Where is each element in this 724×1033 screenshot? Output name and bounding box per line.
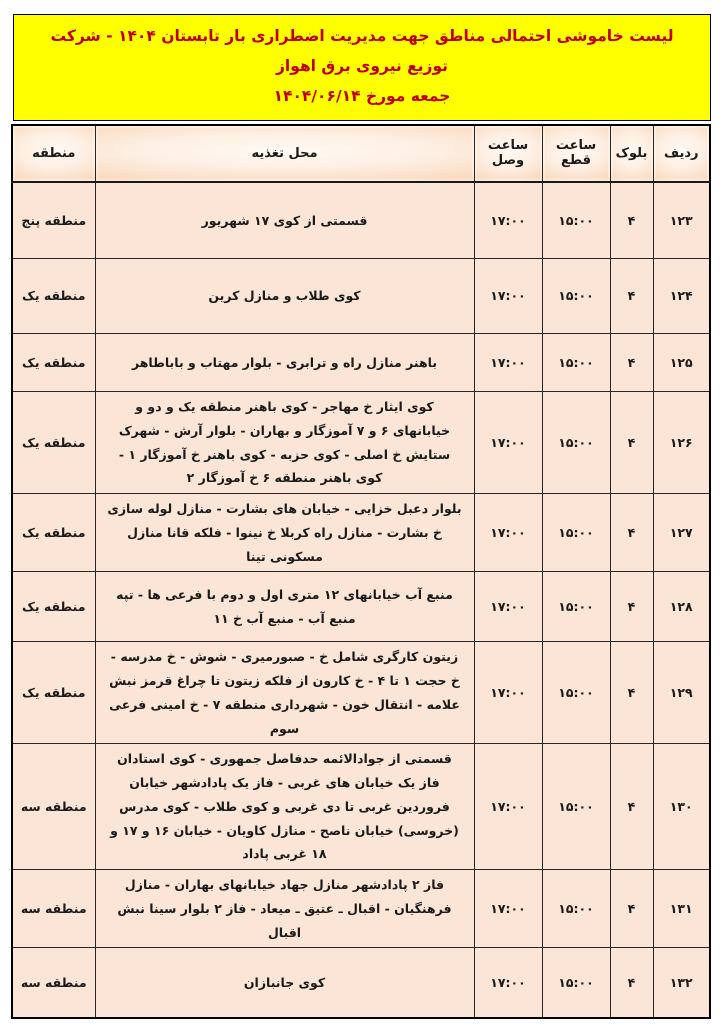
header-region: منطقه bbox=[11, 124, 96, 183]
cell-reconnect-time: ۱۷:۰۰ bbox=[473, 333, 543, 393]
cell-row-number: ۱۲۴ bbox=[652, 258, 711, 335]
cell-feeder-location: منبع آب خیابانهای ۱۲ متری اول و دوم با ف… bbox=[94, 571, 475, 643]
cell-feeder-location: فاز ۲ پادادشهر منازل جهاد خیابانهای بهار… bbox=[94, 869, 475, 949]
cell-block: ۴ bbox=[609, 571, 654, 643]
cell-cut-time: ۱۵:۰۰ bbox=[541, 258, 611, 335]
cell-row-number: ۱۳۱ bbox=[652, 869, 711, 949]
cell-block: ۴ bbox=[609, 391, 654, 495]
cell-region: منطقه یک bbox=[11, 641, 96, 745]
cell-feeder-location: قسمتی از کوی ۱۷ شهریور bbox=[94, 181, 475, 260]
cell-cut-time: ۱۵:۰۰ bbox=[541, 743, 611, 871]
cell-block: ۴ bbox=[609, 493, 654, 573]
cell-feeder-location: کوی طلاب و منازل کرین bbox=[94, 258, 475, 335]
cell-cut-time: ۱۵:۰۰ bbox=[541, 869, 611, 949]
table-row: ۱۳۰ ۴ ۱۵:۰۰ ۱۷:۰۰ قسمتی از جوادالائمه حدفاصل… bbox=[11, 743, 711, 871]
cell-reconnect-time: ۱۷:۰۰ bbox=[473, 391, 543, 495]
cell-reconnect-time: ۱۷:۰۰ bbox=[473, 181, 543, 260]
cell-row-number: ۱۲۶ bbox=[652, 391, 711, 495]
table-row: ۱۲۵ ۴ ۱۵:۰۰ ۱۷:۰۰ باهنر منازل راه و ترابری -… bbox=[11, 333, 711, 393]
cell-reconnect-time: ۱۷:۰۰ bbox=[473, 641, 543, 745]
cell-reconnect-time: ۱۷:۰۰ bbox=[473, 493, 543, 573]
cell-block: ۴ bbox=[609, 947, 654, 1019]
cell-region: منطقه یک bbox=[11, 391, 96, 495]
cell-region: منطقه یک bbox=[11, 571, 96, 643]
table-row: ۱۲۶ ۴ ۱۵:۰۰ ۱۷:۰۰ کوی ایثار خ مهاجر - کوی با… bbox=[11, 391, 711, 495]
cell-cut-time: ۱۵:۰۰ bbox=[541, 333, 611, 393]
table-row: ۱۳۱ ۴ ۱۵:۰۰ ۱۷:۰۰ فاز ۲ پادادشهر منازل جهاد … bbox=[11, 869, 711, 949]
cell-row-number: ۱۳۲ bbox=[652, 947, 711, 1019]
cell-row-number: ۱۲۸ bbox=[652, 571, 711, 643]
table-body: ۱۲۳ ۴ ۱۵:۰۰ ۱۷:۰۰ قسمتی از کوی ۱۷ شهریور منطق… bbox=[11, 181, 711, 1019]
cell-reconnect-time: ۱۷:۰۰ bbox=[473, 743, 543, 871]
cell-row-number: ۱۳۰ bbox=[652, 743, 711, 871]
cell-row-number: ۱۲۹ bbox=[652, 641, 711, 745]
cell-reconnect-time: ۱۷:۰۰ bbox=[473, 571, 543, 643]
cell-region: منطقه یک bbox=[11, 493, 96, 573]
cell-region: منطقه یک bbox=[11, 258, 96, 335]
cell-cut-time: ۱۵:۰۰ bbox=[541, 391, 611, 495]
table-row: ۱۲۸ ۴ ۱۵:۰۰ ۱۷:۰۰ منبع آب خیابانهای ۱۲ متری … bbox=[11, 571, 711, 643]
cell-row-number: ۱۲۷ bbox=[652, 493, 711, 573]
cell-cut-time: ۱۵:۰۰ bbox=[541, 571, 611, 643]
cell-reconnect-time: ۱۷:۰۰ bbox=[473, 258, 543, 335]
cell-block: ۴ bbox=[609, 181, 654, 260]
header-cut-time: ساعت قطع bbox=[541, 124, 611, 183]
cell-block: ۴ bbox=[609, 641, 654, 745]
cell-reconnect-time: ۱۷:۰۰ bbox=[473, 947, 543, 1019]
cell-feeder-location: باهنر منازل راه و ترابری - بلوار مهتاب و… bbox=[94, 333, 475, 393]
cell-region: منطقه سه bbox=[11, 743, 96, 871]
cell-feeder-location: قسمتی از جوادالائمه حدفاصل جمهوری - کوی … bbox=[94, 743, 475, 871]
outage-schedule-table: ردیف بلوک ساعت قطع ساعت وصل محل تغذیه من… bbox=[11, 123, 711, 1019]
header-reconnect-time: ساعت وصل bbox=[473, 124, 543, 183]
table-row: ۱۲۴ ۴ ۱۵:۰۰ ۱۷:۰۰ کوی طلاب و منازل کرین منطقه… bbox=[11, 258, 711, 335]
document-title-banner: لیست خاموشی احتمالی مناطق جهت مدیریت اضط… bbox=[13, 14, 711, 121]
cell-feeder-location: کوی ایثار خ مهاجر - کوی باهنر منطقه یک و… bbox=[94, 391, 475, 495]
cell-cut-time: ۱۵:۰۰ bbox=[541, 493, 611, 573]
cell-cut-time: ۱۵:۰۰ bbox=[541, 181, 611, 260]
header-row-number: ردیف bbox=[652, 124, 711, 183]
table-row: ۱۲۷ ۴ ۱۵:۰۰ ۱۷:۰۰ بلوار دعبل خزایی - خیابان … bbox=[11, 493, 711, 573]
cell-region: منطقه سه bbox=[11, 869, 96, 949]
cell-block: ۴ bbox=[609, 743, 654, 871]
cell-block: ۴ bbox=[609, 869, 654, 949]
cell-cut-time: ۱۵:۰۰ bbox=[541, 641, 611, 745]
cell-region: منطقه سه bbox=[11, 947, 96, 1019]
cell-row-number: ۱۲۵ bbox=[652, 333, 711, 393]
cell-reconnect-time: ۱۷:۰۰ bbox=[473, 869, 543, 949]
table-header-row: ردیف بلوک ساعت قطع ساعت وصل محل تغذیه من… bbox=[11, 124, 711, 183]
table-row: ۱۲۳ ۴ ۱۵:۰۰ ۱۷:۰۰ قسمتی از کوی ۱۷ شهریور منطق… bbox=[11, 181, 711, 260]
cell-region: منطقه پنج bbox=[11, 181, 96, 260]
title-line-1: لیست خاموشی احتمالی مناطق جهت مدیریت اضط… bbox=[50, 27, 674, 76]
header-feeder-location: محل تغذیه bbox=[94, 124, 475, 183]
header-block: بلوک bbox=[609, 124, 654, 183]
cell-feeder-location: بلوار دعبل خزایی - خیابان های بشارت - من… bbox=[94, 493, 475, 573]
cell-row-number: ۱۲۳ bbox=[652, 181, 711, 260]
cell-region: منطقه یک bbox=[11, 333, 96, 393]
title-line-2: جمعه مورخ ۱۴۰۴/۰۶/۱۴ bbox=[273, 87, 451, 106]
cell-block: ۴ bbox=[609, 333, 654, 393]
table-row: ۱۳۲ ۴ ۱۵:۰۰ ۱۷:۰۰ کوی جانبازان منطقه سه bbox=[11, 947, 711, 1019]
cell-feeder-location: کوی جانبازان bbox=[94, 947, 475, 1019]
table-row: ۱۲۹ ۴ ۱۵:۰۰ ۱۷:۰۰ زیتون کارگری شامل خ - صبور… bbox=[11, 641, 711, 745]
cell-block: ۴ bbox=[609, 258, 654, 335]
cell-cut-time: ۱۵:۰۰ bbox=[541, 947, 611, 1019]
cell-feeder-location: زیتون کارگری شامل خ - صبورمیری - شوش - خ… bbox=[94, 641, 475, 745]
